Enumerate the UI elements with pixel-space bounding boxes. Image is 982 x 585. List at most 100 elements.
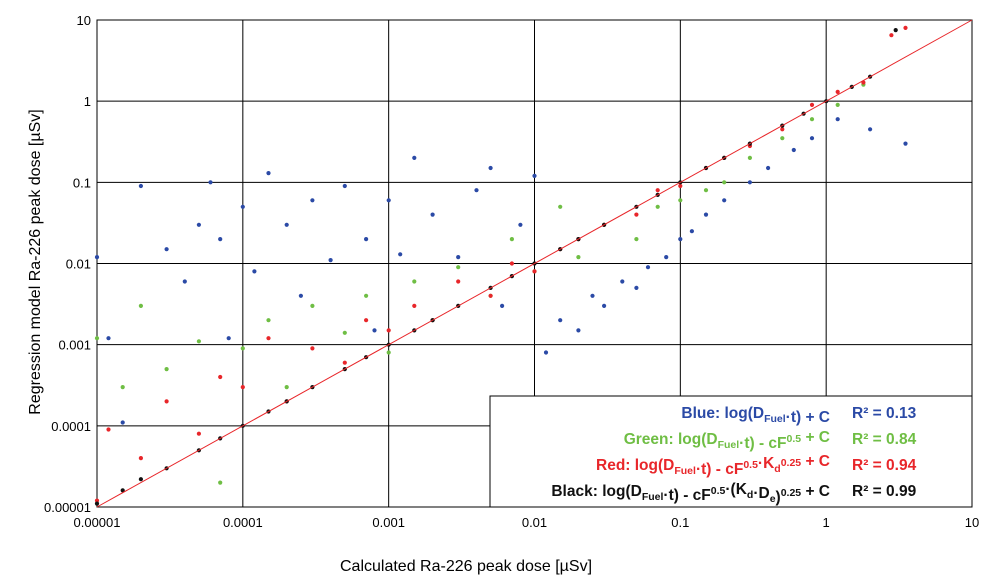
point-blue [386, 198, 391, 203]
point-green [164, 367, 169, 372]
point-blue [252, 269, 257, 274]
point-red [106, 427, 111, 432]
point-black [94, 501, 100, 506]
point-red [94, 498, 100, 503]
point-red [412, 303, 417, 308]
point-green [94, 336, 100, 341]
point-blue [398, 252, 403, 257]
point-blue [298, 293, 303, 298]
point-green [456, 265, 461, 270]
point-black [893, 28, 898, 33]
point-blue [488, 165, 493, 171]
point-red [456, 279, 461, 284]
point-green [196, 339, 201, 344]
point-blue [809, 136, 815, 141]
point-green [218, 480, 223, 485]
point-blue [328, 258, 333, 263]
point-blue [500, 303, 505, 308]
x-tick-label: 0.0001 [223, 515, 263, 530]
legend-r2-black: R² = 0.99 [852, 483, 917, 500]
point-blue [372, 328, 377, 333]
point-blue [284, 222, 289, 227]
point-green [722, 180, 727, 185]
point-green [655, 204, 660, 209]
point-blue [722, 198, 727, 203]
point-blue [558, 318, 563, 323]
point-red [342, 360, 347, 365]
point-red [634, 212, 639, 217]
point-blue [576, 328, 581, 333]
point-blue [120, 420, 125, 425]
point-blue [645, 265, 651, 270]
x-axis-title: Calculated Ra-226 peak dose [µSv] [340, 558, 592, 575]
point-blue [543, 350, 549, 355]
point-blue [590, 293, 595, 298]
point-green [364, 293, 369, 298]
point-blue [703, 212, 709, 217]
point-blue [208, 180, 213, 185]
point-red [218, 374, 223, 380]
x-tick-label: 0.1 [671, 515, 689, 530]
point-green [412, 279, 417, 284]
point-red [240, 385, 245, 390]
point-red [196, 431, 201, 436]
point-green [634, 237, 639, 242]
point-green [386, 350, 391, 355]
y-axis-title: Regression model Ra-226 peak dose [µSv] [27, 109, 44, 414]
legend-r2-green: R² = 0.84 [852, 431, 917, 448]
point-blue [364, 237, 369, 242]
point-red [835, 89, 840, 94]
legend-formula-black: Black: log(DFuel·t) - cF0.5·(Kd·De)0.25 … [551, 481, 830, 506]
point-green [780, 136, 785, 141]
point-red [903, 25, 908, 30]
point-red [488, 293, 493, 298]
x-tick-label: 0.00001 [74, 515, 121, 530]
point-blue [138, 183, 143, 189]
legend-rows: Blue: log(DFuel·t) + C R² = 0.13 Green: lo… [551, 405, 916, 506]
x-tick-label: 0.001 [372, 515, 405, 530]
point-green [809, 117, 815, 122]
point-red [310, 346, 315, 351]
point-blue [474, 188, 479, 193]
point-green [509, 237, 514, 242]
x-tick-label: 10 [965, 515, 979, 530]
x-tick-label: 1 [823, 515, 830, 530]
reference-line-1to1 [96, 19, 973, 508]
point-blue [678, 237, 683, 242]
x-tick-label: 0.01 [522, 515, 547, 530]
point-blue [791, 147, 796, 153]
point-blue [747, 180, 753, 185]
point-red [138, 456, 143, 461]
legend-label-red: Red: [596, 457, 635, 474]
point-red [678, 183, 683, 189]
point-red [386, 328, 391, 333]
y-tick-label: 0.00001 [44, 500, 91, 515]
y-tick-label: 0.0001 [51, 419, 91, 434]
point-green [558, 204, 563, 209]
point-blue [664, 255, 669, 260]
point-blue [602, 303, 607, 308]
legend-box [489, 395, 973, 508]
legend-label-blue: Blue: [681, 405, 724, 422]
point-green [703, 188, 709, 193]
point-blue [218, 237, 223, 242]
point-black [120, 488, 125, 493]
y-tick-label: 0.001 [58, 338, 91, 353]
point-blue [106, 336, 111, 341]
point-blue [766, 165, 771, 171]
point-blue [310, 198, 315, 203]
point-blue [903, 141, 908, 146]
point-green [747, 155, 753, 160]
point-blue [266, 171, 271, 176]
point-blue [532, 173, 537, 178]
point-green [284, 385, 289, 390]
point-green [678, 198, 683, 203]
point-blue [182, 279, 187, 284]
point-red [364, 318, 369, 323]
point-red [809, 102, 815, 107]
legend-formula-green: Green: log(DFuel·t) - cF0.5 + C [624, 429, 830, 452]
point-blue [430, 212, 435, 217]
legend-r2-blue: R² = 0.13 [852, 405, 917, 422]
point-blue [226, 336, 231, 341]
